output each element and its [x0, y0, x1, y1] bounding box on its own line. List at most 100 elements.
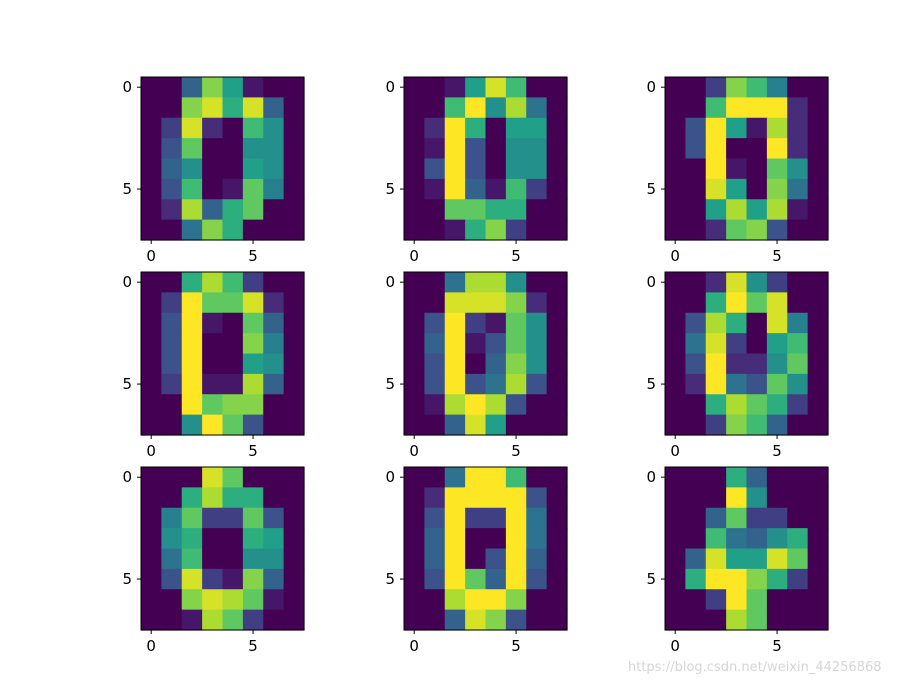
pixel-cell — [546, 609, 568, 631]
pixel-cell — [746, 487, 768, 509]
pixel-cell — [444, 528, 466, 550]
subplot-4: 0 5 0 5 — [122, 271, 305, 460]
pixel-cell — [141, 568, 162, 590]
pixel-cell — [181, 77, 203, 98]
pixel-cell — [222, 77, 244, 98]
pixel-cell — [526, 589, 548, 611]
pixel-cell — [242, 138, 264, 160]
pixel-cell — [424, 333, 446, 355]
pixel-cell — [787, 353, 809, 375]
pixel-cell — [444, 138, 466, 160]
pixel-cell — [807, 507, 829, 529]
pixel-cell — [787, 97, 809, 119]
pixel-cell — [746, 199, 768, 221]
pixel-cell — [505, 312, 527, 334]
pixel-cell — [526, 394, 548, 416]
pixel-cell — [505, 373, 527, 395]
pixel-cell — [807, 528, 829, 550]
pixel-cell — [141, 467, 162, 488]
pixel-cell — [787, 414, 809, 436]
pixel-cell — [242, 548, 264, 570]
pixel-cell — [526, 507, 548, 529]
pixel-cell — [526, 138, 548, 160]
pixel-cell — [705, 487, 727, 509]
pixel-cell — [404, 568, 425, 590]
pixel-cell — [807, 178, 829, 200]
pixel-cell — [141, 138, 162, 160]
pixel-cell — [766, 394, 788, 416]
pixel-cell — [665, 589, 686, 611]
pixel-cell — [404, 77, 425, 98]
subplot-3: 0 5 0 5 — [646, 76, 829, 265]
pixel-cell — [181, 138, 203, 160]
x-tick-label: 5 — [772, 247, 782, 265]
axes-frame — [140, 271, 305, 436]
pixel-cell — [202, 568, 224, 590]
pixel-cell — [766, 292, 788, 314]
x-tick-label: 0 — [146, 442, 156, 460]
pixel-cell — [444, 292, 466, 314]
pixel-cell — [263, 178, 285, 200]
pixel-cell — [202, 219, 224, 241]
pixel-cell — [665, 467, 686, 488]
pixel-cell — [465, 589, 487, 611]
pixel-cell — [505, 589, 527, 611]
y-tick-label: 0 — [646, 78, 656, 96]
pixel-cell — [141, 178, 162, 200]
pixel-cell — [485, 272, 507, 293]
pixel-cell — [404, 394, 425, 416]
pixel-cell — [546, 467, 568, 488]
pixel-cell — [202, 312, 224, 334]
pixel-cell — [807, 138, 829, 160]
pixel-cell — [202, 272, 224, 293]
pixel-cell — [766, 333, 788, 355]
pixel-cell — [141, 272, 162, 293]
pixel-cell — [766, 199, 788, 221]
pixel-cell — [263, 117, 285, 139]
pixel-cell — [807, 117, 829, 139]
pixel-cell — [242, 528, 264, 550]
pixel-cell — [181, 589, 203, 611]
pixel-cell — [705, 394, 727, 416]
pixel-cell — [546, 158, 568, 180]
pixel-cell — [424, 353, 446, 375]
pixel-cell — [263, 97, 285, 119]
pixel-cell — [685, 97, 707, 119]
pixel-cell — [485, 333, 507, 355]
pixel-cell — [546, 272, 568, 293]
pixel-cell — [263, 394, 285, 416]
pixel-cell — [263, 373, 285, 395]
pixel-cell — [665, 292, 686, 314]
pixel-cell — [546, 548, 568, 570]
pixel-cell — [685, 609, 707, 631]
pixel-cell — [485, 507, 507, 529]
pixel-cell — [404, 528, 425, 550]
pixel-cell — [787, 272, 809, 293]
pixel-cell — [202, 548, 224, 570]
pixel-cell — [222, 487, 244, 509]
pixel-cell — [705, 414, 727, 436]
pixel-cell — [766, 312, 788, 334]
pixel-cell — [705, 312, 727, 334]
pixel-cell — [505, 507, 527, 529]
pixel-cell — [505, 77, 527, 98]
pixel-cell — [665, 548, 686, 570]
pixel-cell — [404, 219, 425, 241]
pixel-cell — [404, 414, 425, 436]
pixel-cell — [181, 272, 203, 293]
pixel-cell — [685, 548, 707, 570]
pixel-cell — [283, 548, 305, 570]
pixel-cell — [546, 507, 568, 529]
pixel-cell — [161, 97, 183, 119]
pixel-cell — [404, 292, 425, 314]
y-tick-label: 5 — [646, 570, 656, 588]
pixel-cell — [424, 394, 446, 416]
pixel-cell — [526, 292, 548, 314]
pixel-cell — [485, 589, 507, 611]
pixel-cell — [685, 414, 707, 436]
pixel-cell — [807, 568, 829, 590]
pixel-cell — [485, 97, 507, 119]
pixel-cell — [807, 333, 829, 355]
pixel-cell — [685, 292, 707, 314]
x-tick-label: 5 — [248, 247, 258, 265]
